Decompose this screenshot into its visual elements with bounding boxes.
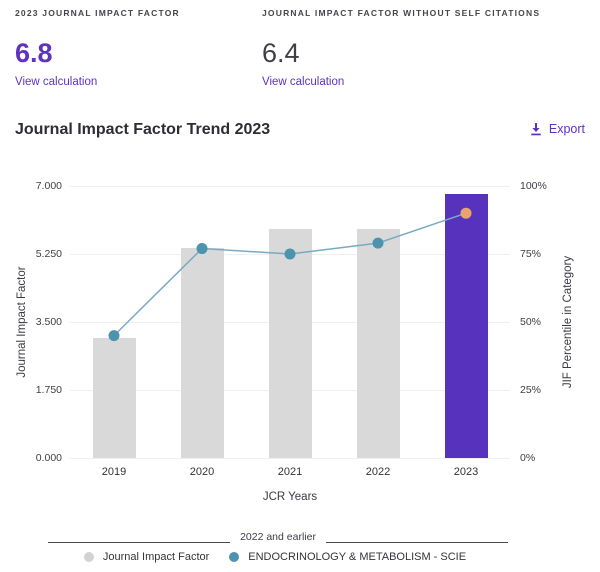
y-tick-left: 3.500: [35, 316, 62, 328]
separator-line-left: [48, 531, 231, 543]
y-tick-right: 0%: [520, 452, 536, 464]
y-tick-right: 50%: [520, 316, 542, 328]
x-tick-2023: 2023: [453, 466, 479, 478]
jif-trend-chart: Journal Impact Factor JIF Percentile in …: [0, 170, 600, 510]
jif-bar-2019: [92, 337, 136, 458]
legend-label-jif: Journal Impact Factor: [102, 551, 210, 563]
trend-title: Journal Impact Factor Trend 2023: [15, 121, 271, 138]
gridline: [70, 458, 510, 459]
legend-dot-gray: [83, 552, 94, 562]
x-tick-2019: 2019: [101, 466, 127, 478]
chart-legend: Journal Impact Factor ENDOCRINOLOGY & ME…: [0, 551, 600, 563]
y-tick-right: 100%: [520, 180, 547, 192]
y-tick-left: 0.000: [35, 452, 62, 464]
legend-separator-label: 2022 and earlier: [240, 531, 316, 543]
y-tick-left: 5.250: [35, 248, 62, 260]
x-axis-title: JCR Years: [262, 491, 318, 503]
y-tick-left: 7.000: [35, 180, 62, 192]
gridline: [70, 186, 510, 187]
export-button-label: Export: [548, 122, 585, 136]
x-tick-2022: 2022: [365, 466, 391, 478]
x-tick-2021: 2021: [277, 466, 303, 478]
jif-value: 6.8: [15, 38, 53, 68]
x-tick-2020: 2020: [189, 466, 215, 478]
legend-item-jif: Journal Impact Factor: [83, 551, 210, 563]
y-tick-right: 75%: [520, 248, 542, 260]
y-tick-left: 1.750: [35, 384, 62, 396]
jif-bar-2022: [356, 228, 400, 458]
jif-view-calculation-link[interactable]: View calculation: [15, 76, 98, 88]
legend-dot-teal: [229, 552, 240, 562]
metric-card-jif: 2023 JOURNAL IMPACT FACTOR 6.8 View calc…: [15, 8, 245, 88]
jif-bar-2023: [444, 193, 488, 458]
legend-separator: 2022 and earlier: [48, 531, 509, 544]
jif-without-self-view-calculation-link[interactable]: View calculation: [262, 76, 345, 88]
jif-bar-2021: [268, 228, 312, 458]
legend-label-category: ENDOCRINOLOGY & METABOLISM - SCIE: [248, 551, 467, 563]
jif-bar-2020: [180, 248, 224, 458]
jif-without-self-value: 6.4: [262, 38, 300, 68]
jif-without-self-label: JOURNAL IMPACT FACTOR WITHOUT SELF CITAT…: [262, 8, 541, 18]
legend-item-category: ENDOCRINOLOGY & METABOLISM - SCIE: [229, 551, 466, 563]
export-button[interactable]: Export: [530, 122, 585, 136]
jif-label: 2023 JOURNAL IMPACT FACTOR: [15, 8, 180, 18]
separator-line-right: [325, 531, 509, 543]
download-icon: [530, 122, 542, 136]
y-tick-right: 25%: [520, 384, 542, 396]
metric-card-jif-without-self-citations: JOURNAL IMPACT FACTOR WITHOUT SELF CITAT…: [262, 8, 582, 88]
